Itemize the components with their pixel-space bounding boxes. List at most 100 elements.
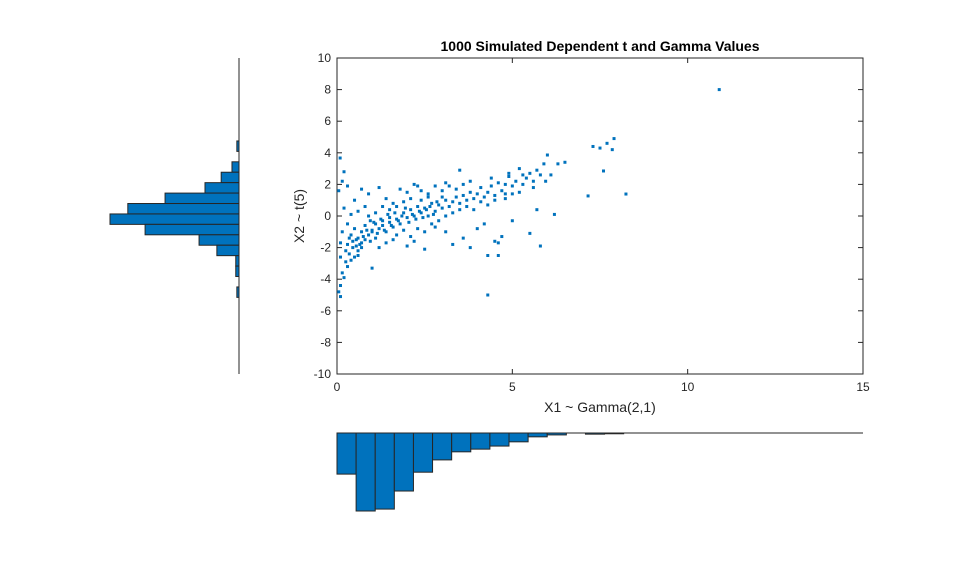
scatter-point xyxy=(458,168,462,172)
scatter-point xyxy=(465,205,469,209)
scatter-point xyxy=(344,249,348,253)
x2-histogram-bar xyxy=(144,223,240,236)
scatter-point xyxy=(367,214,371,218)
scatter-point xyxy=(489,184,493,188)
scatter-point xyxy=(388,208,392,212)
scatter-point xyxy=(391,225,395,229)
scatter-point xyxy=(403,206,407,210)
scatter-point xyxy=(384,241,388,245)
scatter-point xyxy=(486,203,490,207)
y-ticks: 10 8 6 4 2 0 -2 -4 -6 -8 -10 xyxy=(314,51,863,381)
scatter-point xyxy=(451,200,455,204)
scatter-point xyxy=(435,200,439,204)
scatter-point xyxy=(339,255,343,259)
scatter-point xyxy=(430,222,434,226)
scatter-point xyxy=(405,190,409,194)
scatter-point xyxy=(342,206,346,210)
scatter-point xyxy=(472,197,476,201)
scatter-point xyxy=(426,192,430,196)
scatter-point xyxy=(517,167,521,171)
scatter-point xyxy=(374,222,378,226)
scatter-point xyxy=(346,222,350,226)
scatter-point xyxy=(440,189,444,193)
scatter-point xyxy=(433,225,437,229)
scatter-point xyxy=(337,189,341,193)
y-axis-label: X2 ~ t(5) xyxy=(291,189,307,243)
x1-histogram-bar xyxy=(412,432,434,473)
scatter-point xyxy=(458,208,462,212)
scatter-point xyxy=(356,236,360,240)
scatter-point xyxy=(410,212,414,216)
x2-histogram-bar xyxy=(235,265,240,278)
scatter-point xyxy=(612,137,616,141)
scatter-point xyxy=(419,198,423,202)
scatter-point xyxy=(368,239,372,243)
scatter-point xyxy=(423,206,427,210)
scatter-point xyxy=(342,276,346,280)
scatter-point xyxy=(402,211,406,215)
scatter-point xyxy=(370,228,374,232)
x2-histogram-bar xyxy=(216,244,240,257)
scatter-point xyxy=(367,192,371,196)
scatter-point xyxy=(361,235,365,239)
scatter-point xyxy=(402,228,406,232)
x1-histogram-bar xyxy=(489,432,510,447)
scatter-point xyxy=(503,192,507,196)
scatter-point xyxy=(493,193,497,197)
scatter-point xyxy=(382,228,386,232)
scatter-point xyxy=(339,241,343,245)
scatter-axes: 0 5 10 15 10 8 6 4 2 0 -2 -4 -6 -8 -10 1000 Simulated… xyxy=(291,38,870,415)
scatter-point xyxy=(437,219,441,223)
scatter-point xyxy=(395,217,399,221)
scatter-point xyxy=(365,228,369,232)
scatter-point xyxy=(360,187,364,191)
scatter-point xyxy=(412,214,416,218)
scatter-point xyxy=(346,265,350,269)
scatter-point xyxy=(437,203,441,207)
scatter-point xyxy=(395,233,399,237)
scatter-point xyxy=(423,247,427,251)
scatter-point xyxy=(586,194,590,198)
x-tick-label: 15 xyxy=(856,380,870,394)
scatter-point xyxy=(381,205,385,209)
scatter-point xyxy=(344,260,348,264)
scatter-point xyxy=(338,156,342,160)
scatter-point xyxy=(458,201,462,205)
scatter-point xyxy=(368,219,372,223)
x1-histogram-bar xyxy=(393,432,414,492)
scatter-point xyxy=(461,182,465,186)
x1-histogram xyxy=(336,432,863,512)
scatter-point xyxy=(510,219,514,223)
scatter-point xyxy=(346,184,350,188)
scatter-point xyxy=(482,195,486,199)
scatter-point xyxy=(389,223,393,227)
scatter-point xyxy=(395,205,399,209)
x1-histogram-bar xyxy=(584,432,606,435)
scatter-point xyxy=(440,206,444,210)
scatter-point xyxy=(528,231,532,235)
scatter-point xyxy=(417,209,421,213)
scatter-point xyxy=(461,193,465,197)
scatter-point xyxy=(493,198,497,202)
scatter-point xyxy=(528,171,532,175)
scatter-point xyxy=(347,236,351,240)
scatter-point xyxy=(433,209,437,213)
scatter-point xyxy=(398,187,402,191)
scatter-point xyxy=(346,242,350,246)
scatter-point xyxy=(349,212,353,216)
x2-histogram-bar xyxy=(235,255,240,267)
x1-histogram-bar xyxy=(336,432,357,475)
x-tick-label: 10 xyxy=(681,380,695,394)
scatter-point xyxy=(486,254,490,257)
scatter-point xyxy=(500,189,504,193)
x-tick-label: 0 xyxy=(334,380,341,394)
y-tick-label: 2 xyxy=(324,177,331,191)
scatter-point xyxy=(409,197,413,201)
scatter-point xyxy=(496,181,500,185)
scatter-points xyxy=(337,88,721,299)
scatter-point xyxy=(563,160,567,164)
scatter-point xyxy=(549,173,553,177)
scatter-point xyxy=(479,200,483,204)
scatter-point xyxy=(610,148,614,152)
x2-histogram-bar xyxy=(198,234,240,246)
